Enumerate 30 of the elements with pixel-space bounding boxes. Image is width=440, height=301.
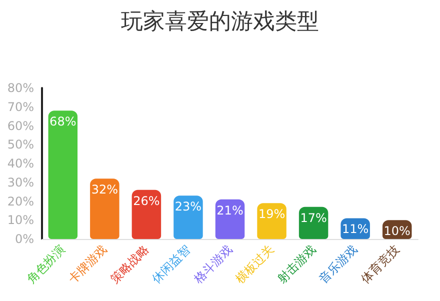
y-tick-label: 60% [7, 118, 34, 133]
data-label: 26% [133, 194, 160, 208]
bar [48, 110, 78, 239]
x-tick-label: 体育竞技 [358, 242, 402, 286]
data-label: 68% [50, 114, 76, 129]
data-label: 21% [216, 203, 244, 218]
y-tick-label: 50% [7, 138, 34, 152]
y-tick-label: 80% [7, 81, 34, 95]
data-label: 11% [342, 222, 369, 236]
y-tick-label: 40% [7, 156, 34, 170]
y-tick-label: 20% [7, 194, 34, 208]
x-tick-label: 音乐游戏 [316, 242, 360, 286]
bar [132, 190, 162, 239]
y-tick-label: 30% [7, 175, 34, 190]
y-tick-label: 70% [7, 100, 34, 114]
bar [215, 199, 245, 239]
data-label: 32% [91, 182, 118, 197]
bar [257, 203, 286, 239]
data-label: 19% [258, 207, 286, 222]
y-tick-label: 10% [7, 213, 34, 228]
data-label: 23% [174, 200, 202, 214]
x-tick-label: 策略战略 [108, 242, 152, 286]
x-tick-label: 横板过关 [232, 242, 277, 286]
data-label: 17% [300, 210, 327, 225]
chart-title: 玩家喜爱的游戏类型 [121, 10, 319, 34]
data-label: 10% [384, 224, 410, 238]
bar [174, 196, 203, 239]
x-tick-label: 射击游戏 [274, 242, 319, 286]
x-tick-label: 卡牌游戏 [66, 242, 110, 286]
bar [90, 178, 120, 239]
